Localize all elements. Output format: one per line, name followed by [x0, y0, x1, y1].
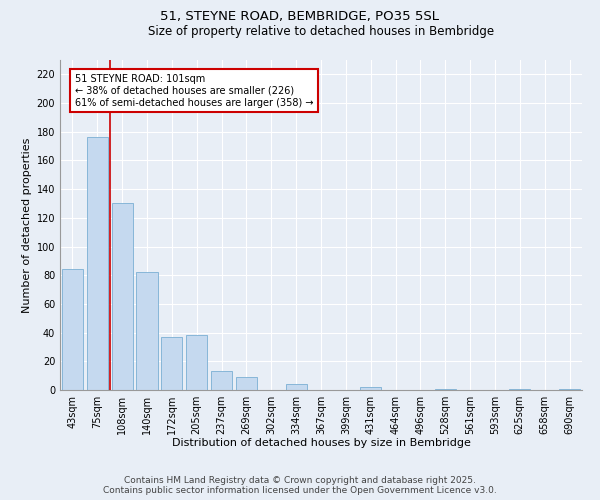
Bar — [87, 138, 108, 390]
X-axis label: Distribution of detached houses by size in Bembridge: Distribution of detached houses by size … — [172, 438, 470, 448]
Title: Size of property relative to detached houses in Bembridge: Size of property relative to detached ho… — [148, 25, 494, 38]
Bar — [360, 387, 381, 390]
Bar — [236, 377, 257, 390]
Bar — [136, 272, 158, 390]
Text: 51, STEYNE ROAD, BEMBRIDGE, PO35 5SL: 51, STEYNE ROAD, BEMBRIDGE, PO35 5SL — [161, 10, 439, 23]
Bar — [161, 337, 182, 390]
Bar — [509, 388, 530, 390]
Bar — [186, 336, 207, 390]
Text: Contains HM Land Registry data © Crown copyright and database right 2025.
Contai: Contains HM Land Registry data © Crown c… — [103, 476, 497, 495]
Bar — [112, 204, 133, 390]
Bar — [62, 270, 83, 390]
Text: 51 STEYNE ROAD: 101sqm
← 38% of detached houses are smaller (226)
61% of semi-de: 51 STEYNE ROAD: 101sqm ← 38% of detached… — [75, 74, 313, 108]
Bar — [211, 372, 232, 390]
Bar — [286, 384, 307, 390]
Bar — [435, 388, 456, 390]
Y-axis label: Number of detached properties: Number of detached properties — [22, 138, 32, 312]
Bar — [559, 388, 580, 390]
